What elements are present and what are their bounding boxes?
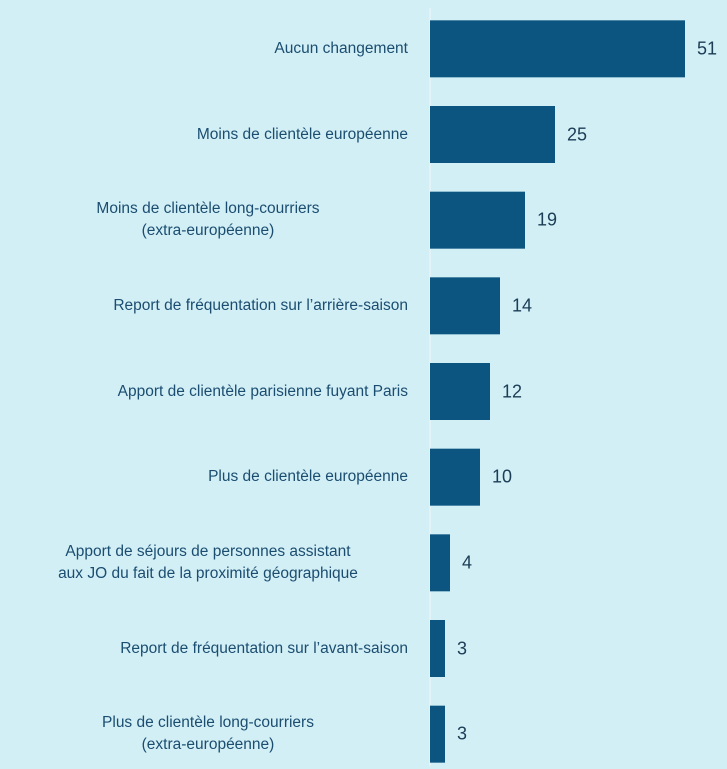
value-label: 51 [697,38,718,59]
category-label: Report de fréquentation sur l’arrière-sa… [113,296,408,314]
bar [430,20,685,78]
bar [430,191,525,249]
bar [430,705,445,763]
bar [430,106,555,163]
category-label: Plus de clientèle long-courriers (extra-… [102,714,314,754]
value-label: 4 [462,552,473,573]
bar [430,277,500,335]
value-label: 12 [502,381,523,401]
value-label: 3 [457,723,468,744]
bar [430,448,480,506]
value-label: 25 [567,124,588,144]
category-label: Moins de clientèle européenne [196,125,408,143]
value-label: 10 [492,466,513,487]
category-label: Apport de clientèle parisienne fuyant Pa… [117,382,408,400]
category-label: Plus de clientèle européenne [208,468,408,486]
category-label: Report de fréquentation sur l’avant-sais… [120,639,408,657]
bar [430,534,450,592]
value-label: 19 [537,209,558,230]
category-label: Aucun changement [274,39,408,57]
category-label: Apport de séjours de personnes assistant… [58,542,358,582]
bar [430,620,445,677]
bar [430,363,490,420]
value-label: 14 [512,295,533,316]
category-label: Moins de clientèle long-courriers (extra… [96,200,320,240]
value-label: 3 [457,638,468,658]
